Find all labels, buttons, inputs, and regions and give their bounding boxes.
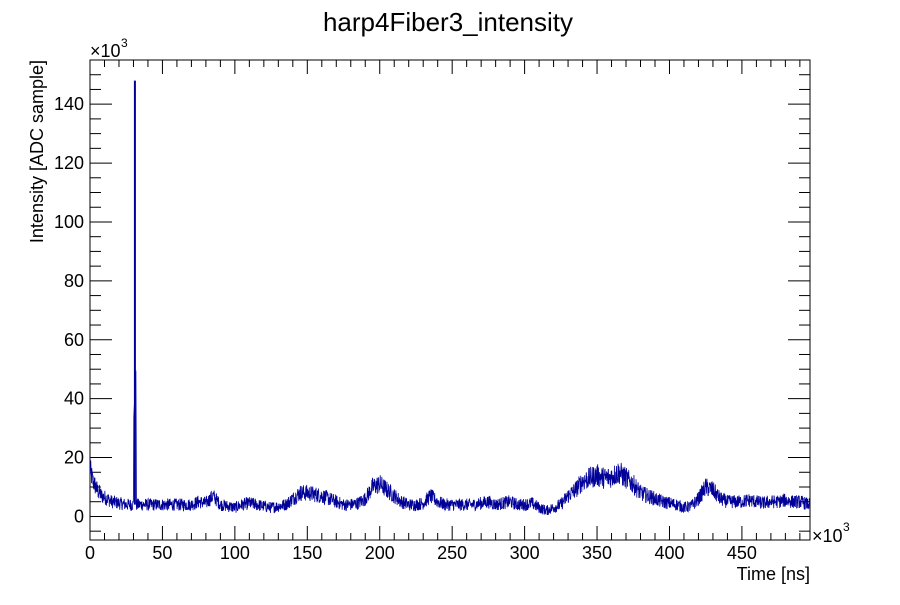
x-axis-multiplier: ×10 3 [812, 520, 850, 546]
plot-area: 0 50 100 150 200 250 300 350 400 450 0 20 40 60 80 100 1… [54, 59, 811, 563]
y-axis-label: Intensity [ADC sample] [27, 60, 47, 243]
x-tick-label: 350 [582, 543, 612, 563]
y-axis-multiplier: ×10 3 [90, 36, 128, 61]
y-tick-label: 0 [74, 506, 84, 526]
y-tick-label: 100 [54, 212, 84, 232]
y-tick-label: 60 [64, 330, 84, 350]
x-tick-label: 300 [510, 543, 540, 563]
x-multiplier-base: ×10 [812, 526, 843, 546]
x-tick-label: 50 [152, 543, 172, 563]
x-tick-label: 150 [292, 543, 322, 563]
x-tick-label: 200 [365, 543, 395, 563]
x-tick-label: 400 [654, 543, 684, 563]
y-tick-label: 140 [54, 94, 84, 114]
x-axis-label: Time [ns] [737, 564, 810, 584]
x-tick-label: 0 [85, 543, 95, 563]
x-tick-label: 100 [220, 543, 250, 563]
y-tick-label: 40 [64, 389, 84, 409]
y-tick-label: 80 [64, 271, 84, 291]
plot-frame [89, 59, 811, 541]
y-multiplier-exponent: 3 [121, 36, 128, 50]
y-tick-label: 120 [54, 153, 84, 173]
y-multiplier-base: ×10 [90, 41, 121, 61]
x-multiplier-exponent: 3 [843, 520, 850, 534]
waveform-trace [89, 370, 811, 515]
y-tick-label: 20 [64, 448, 84, 468]
x-tick-label: 450 [727, 543, 757, 563]
x-tick-label: 250 [437, 543, 467, 563]
chart-title: harp4Fiber3_intensity [323, 7, 573, 37]
